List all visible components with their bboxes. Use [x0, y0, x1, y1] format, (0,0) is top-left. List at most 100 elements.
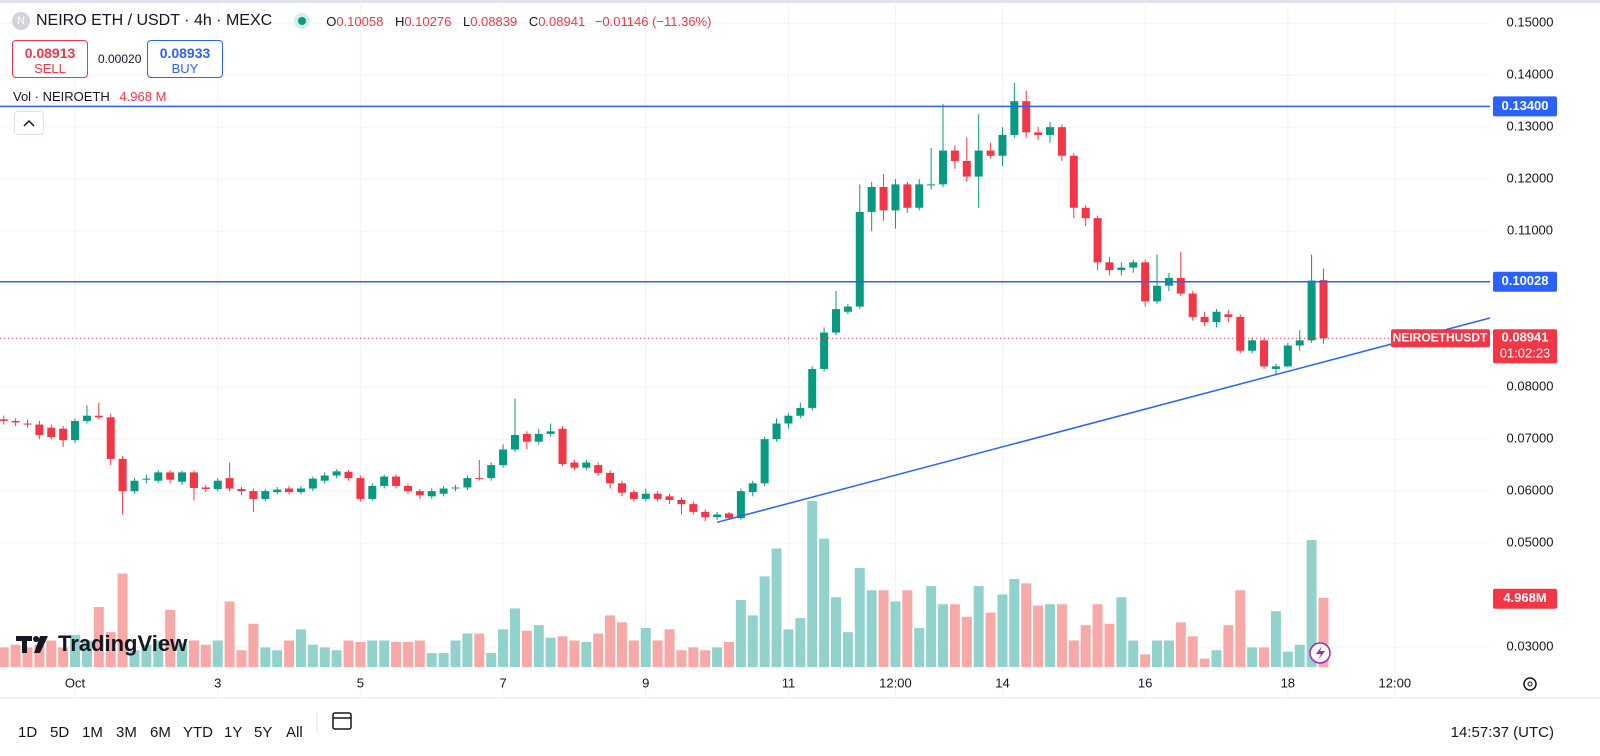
candle-body: [1069, 155, 1078, 208]
calendar-icon[interactable]: [332, 712, 352, 730]
range-button[interactable]: 5Y: [254, 724, 273, 741]
volume-bar: [34, 644, 45, 667]
candle-body: [522, 433, 531, 442]
candle-body: [832, 309, 840, 333]
candle-body: [1093, 218, 1102, 263]
x-tick-label: 14: [995, 675, 1009, 690]
volume-bar: [1187, 636, 1198, 667]
x-tick-label: 5: [357, 675, 364, 690]
range-button[interactable]: All: [286, 724, 303, 741]
price-label-box: [1493, 96, 1557, 117]
volume-bar: [224, 601, 235, 667]
candle-body: [736, 491, 745, 519]
volume-bar: [557, 636, 568, 667]
clock: 14:57:37 (UTC): [1450, 724, 1554, 741]
candle-body: [475, 478, 484, 480]
ohlc: O0.10058 H0.10276 L0.08839 C0.08941 −0.0…: [318, 14, 711, 29]
volume-bar: [1056, 604, 1067, 667]
volume-bar: [1270, 611, 1281, 667]
candle-body: [1022, 101, 1031, 133]
candle-body: [392, 476, 401, 486]
candle-body: [11, 420, 20, 423]
y-tick-label: 0.11000: [1507, 223, 1553, 238]
volume-bar: [842, 632, 853, 667]
volume-bar: [569, 640, 580, 667]
range-button[interactable]: YTD: [183, 724, 213, 741]
candle-body: [760, 439, 769, 484]
volume-bar: [616, 622, 627, 667]
volume-bar: [1116, 597, 1127, 667]
candle-body: [867, 186, 876, 212]
ohlc-value: 0.08941: [538, 13, 586, 29]
volume-bar: [1247, 647, 1258, 667]
candle-body: [320, 475, 329, 481]
candle-body: [499, 449, 508, 466]
candle-body: [142, 478, 151, 480]
range-button[interactable]: 1D: [18, 724, 38, 741]
volume-bar: [759, 576, 770, 667]
volume-value: 4.968 M: [119, 89, 167, 104]
candle-body: [463, 478, 472, 488]
volume-bar: [379, 640, 390, 667]
top-border: [0, 0, 1600, 3]
volume-bar: [1163, 640, 1174, 667]
x-tick-label: 12:00: [1379, 675, 1412, 690]
candle-body: [166, 472, 175, 480]
candle-body: [1224, 314, 1233, 317]
candle-body: [415, 491, 424, 496]
settings-icon[interactable]: [1523, 677, 1537, 691]
x-tick-label: 9: [642, 675, 649, 690]
volume-bar: [676, 650, 687, 667]
volume-bar: [1140, 654, 1151, 667]
volume-bar: [1235, 590, 1246, 667]
candle-body: [356, 478, 365, 499]
collapse-button[interactable]: [14, 111, 44, 135]
volume-bar: [1068, 640, 1079, 667]
volume-bar: [260, 647, 271, 667]
candle-body: [606, 472, 615, 484]
candle-body: [261, 491, 270, 499]
volume-bar: [1092, 604, 1103, 667]
candle-body: [748, 483, 757, 493]
candle-body: [1260, 340, 1269, 367]
candle-body: [487, 465, 496, 479]
volume-bar: [129, 650, 140, 667]
volume-bar: [771, 548, 782, 667]
candle-body: [403, 485, 412, 492]
candle-body: [570, 462, 579, 468]
candle-body: [974, 150, 983, 177]
candle-body: [154, 472, 163, 481]
range-button[interactable]: 1M: [82, 724, 103, 741]
symbol-icon: N: [12, 12, 30, 30]
volume-bar: [961, 616, 972, 667]
candle-body: [986, 150, 995, 156]
range-button[interactable]: 1Y: [224, 724, 243, 741]
range-button[interactable]: 6M: [150, 724, 171, 741]
volume-bar: [890, 601, 901, 667]
candle-body: [1129, 262, 1138, 268]
candle-body: [332, 471, 341, 476]
candle-body: [1319, 280, 1328, 339]
buy-button[interactable]: 0.08933 BUY: [147, 40, 223, 78]
candle-body: [903, 184, 912, 208]
sell-button[interactable]: 0.08913 SELL: [12, 40, 88, 78]
candle-body: [201, 487, 210, 490]
volume-axis-label: 4.968M: [1503, 590, 1546, 605]
volume-bar: [605, 615, 616, 667]
y-tick-label: 0.03000: [1507, 639, 1554, 654]
candle-body: [713, 514, 722, 518]
candle-body: [665, 496, 674, 500]
volume-bar: [212, 640, 223, 667]
trend-line: [716, 317, 1490, 524]
range-button[interactable]: 3M: [116, 724, 137, 741]
volume-bar: [640, 627, 651, 667]
range-button[interactable]: 5D: [50, 724, 70, 741]
volume-bar: [1152, 640, 1163, 667]
volume-bar: [272, 650, 283, 667]
candle-body: [368, 485, 377, 499]
volume-bar: [652, 640, 663, 667]
volume-bar: [985, 612, 996, 667]
volume-bar: [997, 594, 1008, 667]
candle-body: [380, 476, 389, 486]
